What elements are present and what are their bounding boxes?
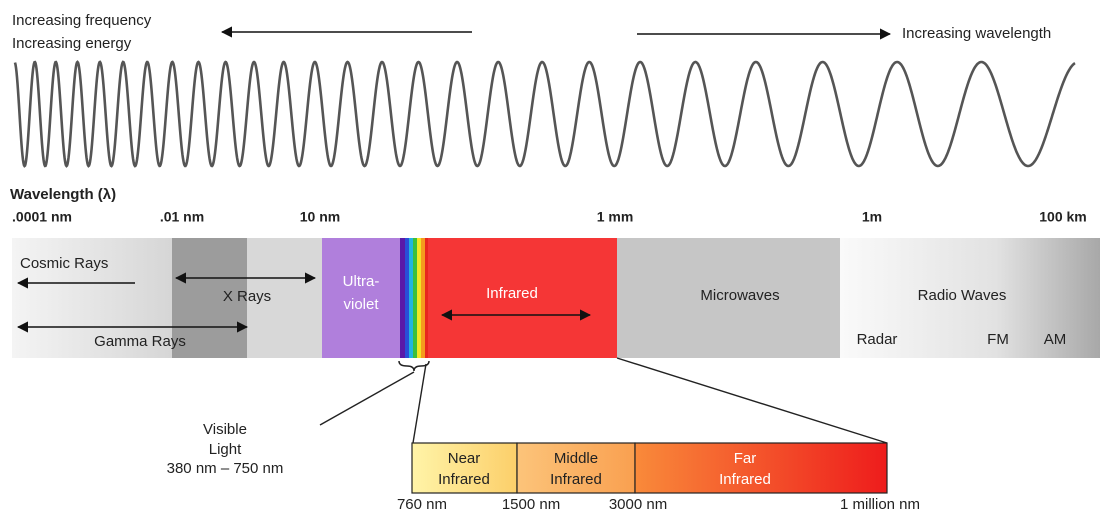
scale-label: 1 mm	[597, 209, 634, 225]
band-label: Infrared	[486, 285, 538, 302]
scale-label: 10 nm	[300, 209, 340, 225]
wave	[13, 60, 1076, 168]
ir-region-label: Middle	[554, 450, 598, 467]
ir-region-label: Infrared	[550, 471, 602, 488]
ir-region-label: Far	[734, 450, 757, 467]
ir-boundary-label: 3000 nm	[609, 496, 667, 513]
scale-title: Wavelength (λ)	[10, 186, 116, 203]
ir-boundary-label: 1500 nm	[502, 496, 560, 513]
ir-region-label: Near	[448, 450, 481, 467]
band-label: FM	[987, 331, 1009, 348]
scale-label: .0001 nm	[12, 209, 72, 225]
infrared-detail	[411, 442, 888, 494]
scale-label: 100 km	[1039, 209, 1086, 225]
scale-label: .01 nm	[160, 209, 204, 225]
band-label: Microwaves	[700, 287, 779, 304]
leader-line	[616, 357, 888, 444]
band-label: X Rays	[223, 288, 271, 305]
header-text: Increasing wavelength	[902, 25, 1051, 42]
scale-label: 1m	[862, 209, 882, 225]
leader-line	[412, 363, 427, 444]
band-label: violet	[343, 296, 379, 313]
band-label: Gamma Rays	[94, 333, 186, 350]
band-label: Cosmic Rays	[20, 255, 108, 272]
visible-label: Visible	[203, 421, 247, 438]
band-label: Radio Waves	[918, 287, 1007, 304]
band-label: Ultra-	[343, 273, 380, 290]
band-label: Radar	[857, 331, 898, 348]
spectrum-bar	[12, 238, 1100, 358]
brace	[398, 360, 430, 372]
visible-label: 380 nm – 750 nm	[167, 460, 284, 477]
ir-boundary-label: 1 million nm	[840, 496, 920, 513]
visible-label: Light	[209, 441, 242, 458]
ir-boundary-label: 760 nm	[397, 496, 447, 513]
ir-region-label: Infrared	[719, 471, 771, 488]
leader-line	[319, 371, 415, 426]
ir-region-label: Infrared	[438, 471, 490, 488]
header-text: Increasing energy	[12, 35, 132, 52]
band-label: AM	[1044, 331, 1067, 348]
header-text: Increasing frequency	[12, 12, 152, 29]
